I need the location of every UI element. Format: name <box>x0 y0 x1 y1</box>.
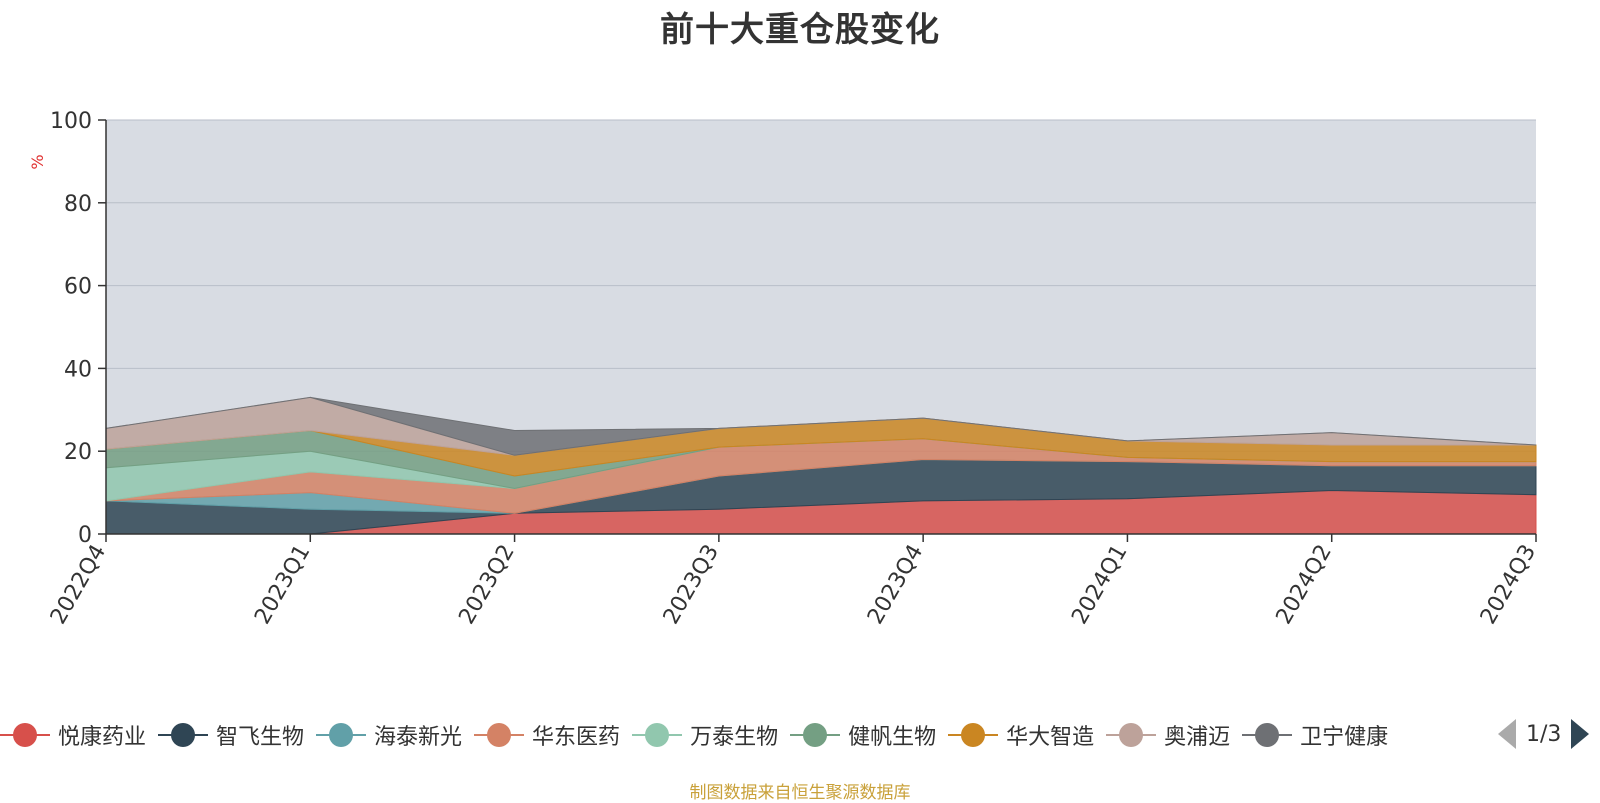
legend-item[interactable]: 奥浦迈 <box>1106 712 1230 758</box>
x-tick-label: 2024Q1 <box>1067 541 1132 629</box>
x-tick-label: 2022Q4 <box>46 541 111 629</box>
y-tick-label: 20 <box>64 440 92 465</box>
legend-marker-icon <box>790 723 841 747</box>
legend-marker-icon <box>948 723 999 747</box>
legend-next-icon[interactable] <box>1571 719 1590 749</box>
y-tick-label: 0 <box>78 523 92 548</box>
legend-item[interactable]: 悦康药业 <box>0 712 146 758</box>
legend-marker-icon <box>316 723 367 747</box>
chart-plot: 0 20 40 60 80 100 2022Q4 2023Q1 2023Q2 2023Q3 2023… <box>28 109 1541 629</box>
legend-item[interactable]: 华大智造 <box>948 712 1094 758</box>
legend-item[interactable]: 华东医药 <box>474 712 620 758</box>
legend-label: 奥浦迈 <box>1164 725 1231 750</box>
legend-page-number: 1/3 <box>1526 721 1562 747</box>
legend-marker-icon <box>158 723 209 747</box>
legend-marker-icon <box>632 723 683 747</box>
area-series <box>105 396 1537 535</box>
legend-marker-icon <box>474 723 525 747</box>
legend-item[interactable]: 卫宁健康 <box>1242 712 1388 758</box>
legend-marker-icon <box>0 723 50 747</box>
legend-pager: 1/3 <box>1498 716 1590 752</box>
legend-item[interactable]: 健帆生物 <box>790 712 936 758</box>
source-note: 制图数据来自恒生聚源数据库 <box>689 783 911 803</box>
legend-label: 海泰新光 <box>374 725 463 750</box>
chart-title: 前十大重仓股变化 <box>660 10 940 50</box>
y-axis-label: % <box>28 154 47 169</box>
y-tick-label: 80 <box>64 192 92 217</box>
legend-label: 万泰生物 <box>690 725 779 750</box>
legend-label: 华东医药 <box>532 725 621 750</box>
x-tick-label: 2023Q3 <box>659 541 724 629</box>
legend-item[interactable]: 万泰生物 <box>632 712 778 758</box>
legend-label: 华大智造 <box>1006 725 1095 750</box>
y-tick-label: 40 <box>64 357 92 382</box>
legend-item[interactable]: 海泰新光 <box>316 712 462 758</box>
legend-label: 卫宁健康 <box>1300 725 1389 750</box>
legend-label: 智飞生物 <box>216 725 305 750</box>
legend-marker-icon <box>1242 723 1293 747</box>
x-tick-label: 2024Q3 <box>1476 541 1541 629</box>
area-series-9 <box>105 396 1537 456</box>
legend-marker-icon <box>1106 723 1157 747</box>
legend-prev-icon[interactable] <box>1498 719 1516 749</box>
legend-item[interactable]: 智飞生物 <box>158 712 304 758</box>
x-tick-label: 2023Q4 <box>863 541 928 629</box>
y-tick-label: 100 <box>50 109 92 134</box>
x-tick-label: 2023Q1 <box>250 541 315 629</box>
legend-label: 悦康药业 <box>58 725 147 750</box>
x-tick-label: 2023Q2 <box>454 541 519 629</box>
legend: 悦康药业 智飞生物 海泰新光 华东医药 万泰生物 健帆生物 华大智造 奥浦迈 卫宁健康 <box>0 712 1498 758</box>
x-tick-label: 2024Q2 <box>1272 541 1337 629</box>
y-tick-label: 60 <box>64 275 92 300</box>
legend-label: 健帆生物 <box>848 725 937 750</box>
